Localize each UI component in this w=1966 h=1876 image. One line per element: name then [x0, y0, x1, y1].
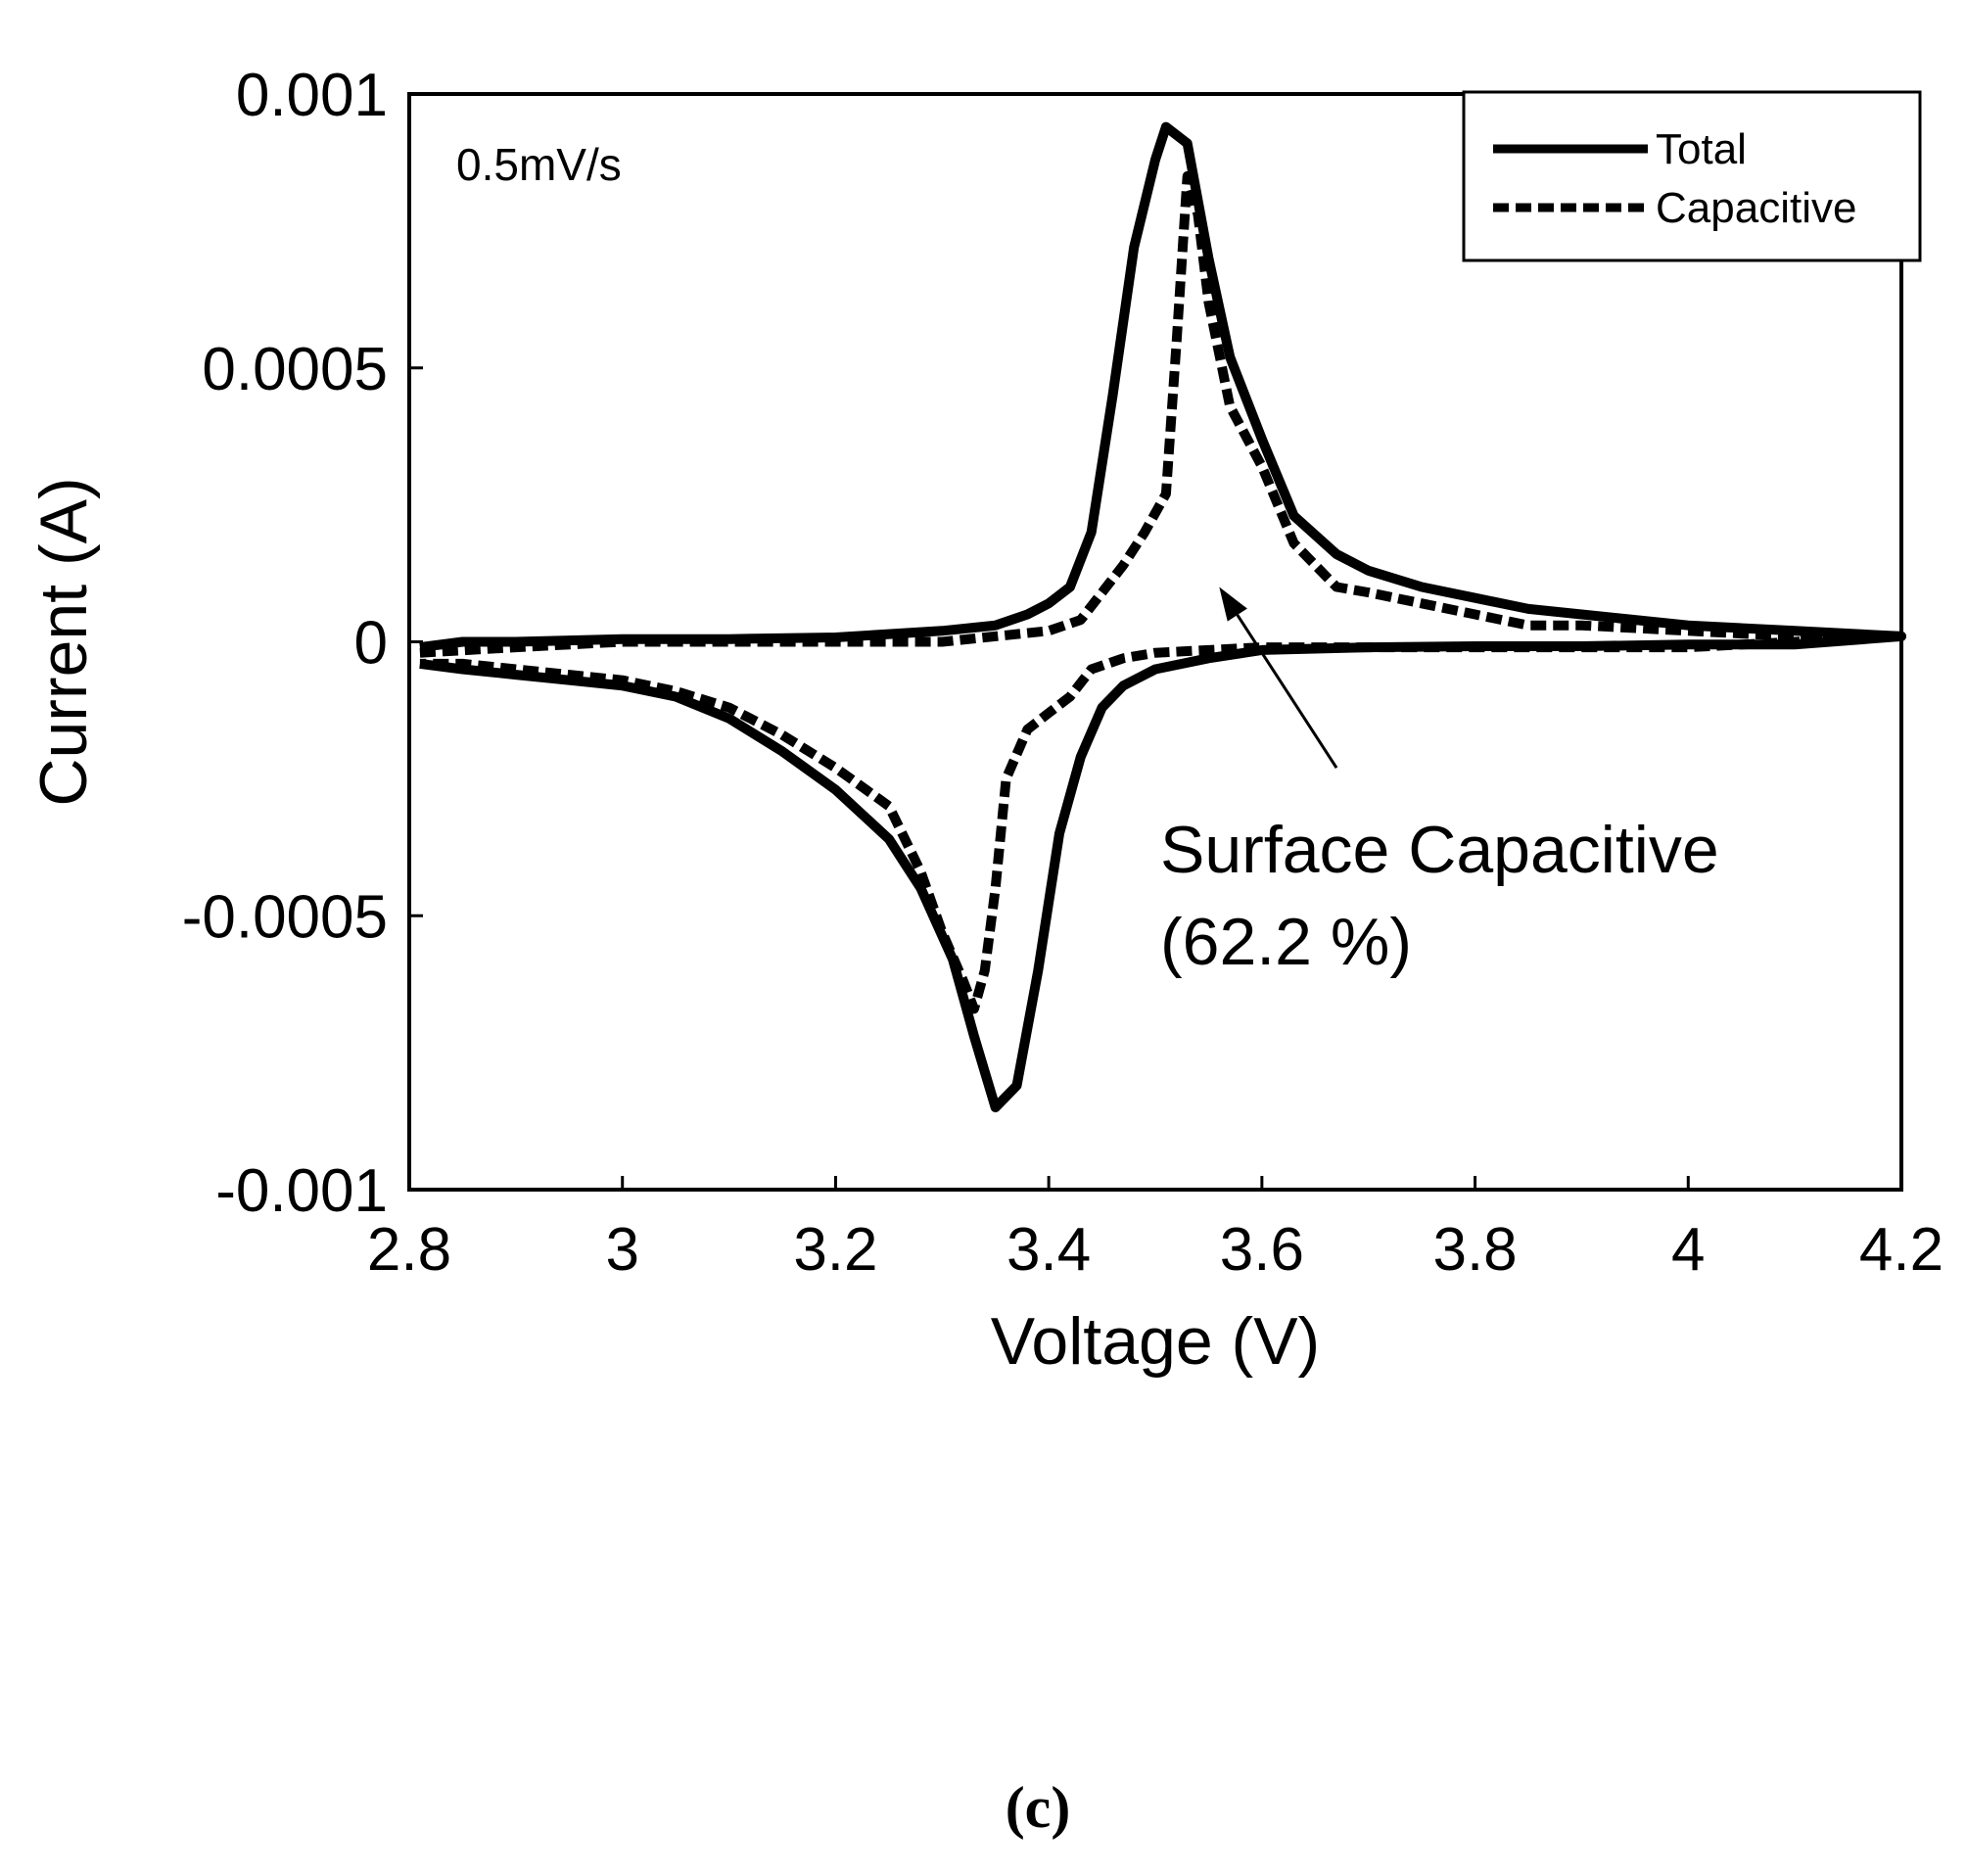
- y-tick-label: -0.0005: [182, 883, 388, 951]
- tick-marks: [407, 92, 1903, 1192]
- y-axis-title: Current (A): [26, 477, 101, 806]
- x-tick-labels: 2.8 3 3.2 3.4 3.6 3.8 4 4.2: [367, 1216, 1943, 1284]
- x-tick-label: 3.6: [1220, 1216, 1304, 1284]
- panel-label: (c): [1006, 1775, 1071, 1840]
- x-axis-title: Voltage (V): [991, 1304, 1320, 1379]
- y-tick-label: 0.0005: [202, 336, 388, 403]
- annotation-arrowhead: [1219, 586, 1247, 622]
- legend: Total Capacitive: [1462, 90, 1922, 262]
- surface-capacitive-annotation: Surface Capacitive (62.2 %): [1160, 586, 1719, 979]
- annotation-percentage: (62.2 %): [1160, 905, 1412, 979]
- annotation-arrow: [1236, 614, 1338, 770]
- x-tick-label: 3: [605, 1216, 638, 1284]
- y-tick-labels: -0.001 -0.0005 0 0.0005 0.001: [182, 62, 388, 1225]
- series-capacitive-line: [419, 170, 1906, 1014]
- y-tick-label: 0.001: [236, 62, 388, 129]
- y-tick-label: 0: [354, 610, 388, 678]
- x-tick-label: 3.4: [1006, 1216, 1091, 1284]
- series-layer: [419, 121, 1906, 1113]
- x-tick-label: 2.8: [367, 1216, 451, 1284]
- x-tick-label: 3.2: [793, 1216, 877, 1284]
- legend-box: [1462, 90, 1922, 262]
- legend-label-total: Total: [1656, 125, 1747, 173]
- y-tick-label: -0.001: [215, 1157, 388, 1225]
- x-tick-label: 4.2: [1859, 1216, 1943, 1284]
- legend-label-capacitive: Capacitive: [1656, 184, 1856, 232]
- x-tick-label: 3.8: [1432, 1216, 1517, 1284]
- annotation-label: Surface Capacitive: [1160, 813, 1719, 887]
- x-tick-label: 4: [1671, 1216, 1705, 1284]
- scan-rate-note: 0.5mV/s: [456, 139, 622, 190]
